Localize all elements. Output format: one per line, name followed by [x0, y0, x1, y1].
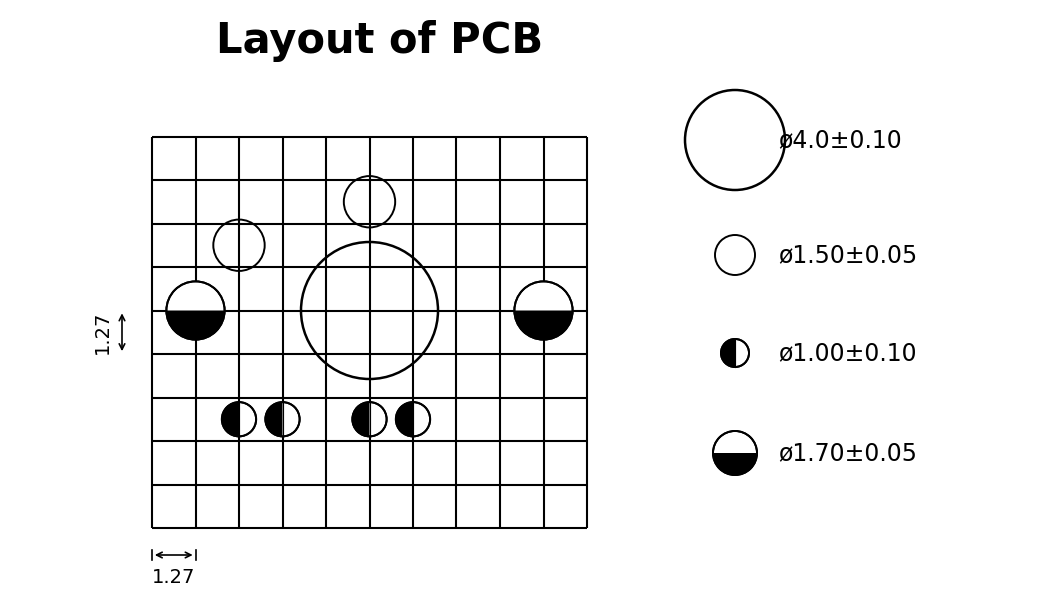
Circle shape [352, 402, 386, 436]
Text: ø1.70±0.05: ø1.70±0.05 [778, 441, 917, 465]
Wedge shape [396, 402, 413, 436]
Circle shape [720, 339, 749, 367]
Wedge shape [713, 453, 758, 475]
Text: 1.27: 1.27 [152, 568, 196, 587]
Wedge shape [166, 311, 224, 340]
Circle shape [222, 402, 256, 436]
Circle shape [166, 281, 224, 340]
Wedge shape [514, 311, 572, 340]
Circle shape [514, 281, 572, 340]
Wedge shape [352, 402, 369, 436]
Text: ø4.0±0.10: ø4.0±0.10 [778, 128, 901, 152]
Wedge shape [222, 402, 239, 436]
Text: 1.27: 1.27 [93, 311, 112, 354]
Wedge shape [266, 402, 282, 436]
Circle shape [266, 402, 299, 436]
Circle shape [396, 402, 431, 436]
Wedge shape [720, 339, 735, 367]
Text: ø1.50±0.05: ø1.50±0.05 [778, 243, 917, 267]
Text: Layout of PCB: Layout of PCB [217, 20, 544, 62]
Text: ø1.00±0.10: ø1.00±0.10 [778, 341, 916, 365]
Circle shape [713, 431, 758, 475]
